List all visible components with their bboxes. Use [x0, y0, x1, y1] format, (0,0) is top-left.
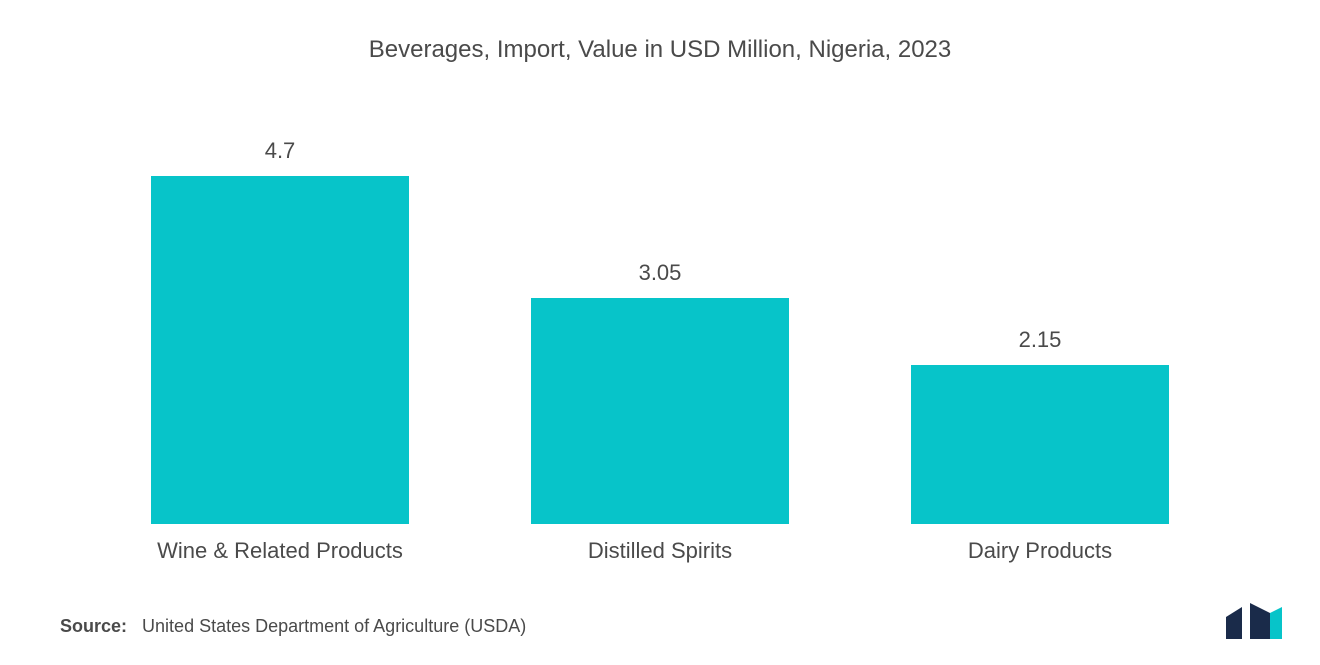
plot-area: 4.7 Wine & Related Products 3.05 Distill… — [60, 104, 1260, 524]
bar-group-0: 4.7 Wine & Related Products — [90, 104, 470, 524]
category-label: Wine & Related Products — [157, 538, 403, 564]
chart-container: Beverages, Import, Value in USD Million,… — [0, 0, 1320, 665]
logo-bar-left — [1226, 607, 1242, 639]
value-label: 2.15 — [1019, 327, 1062, 353]
bar — [911, 365, 1169, 524]
source-text: United States Department of Agriculture … — [142, 616, 526, 636]
value-label: 3.05 — [639, 260, 682, 286]
bar — [151, 176, 409, 524]
bar — [531, 298, 789, 524]
bar-group-1: 3.05 Distilled Spirits — [470, 104, 850, 524]
category-label: Distilled Spirits — [588, 538, 732, 564]
source-line: Source: United States Department of Agri… — [60, 616, 526, 637]
bar-group-2: 2.15 Dairy Products — [850, 104, 1230, 524]
logo-accent — [1270, 607, 1282, 639]
logo-bar-right — [1250, 603, 1270, 639]
category-label: Dairy Products — [968, 538, 1112, 564]
chart-title: Beverages, Import, Value in USD Million,… — [60, 36, 1260, 64]
value-label: 4.7 — [265, 138, 296, 164]
brand-logo-icon — [1220, 599, 1290, 647]
source-label: Source: — [60, 616, 127, 636]
